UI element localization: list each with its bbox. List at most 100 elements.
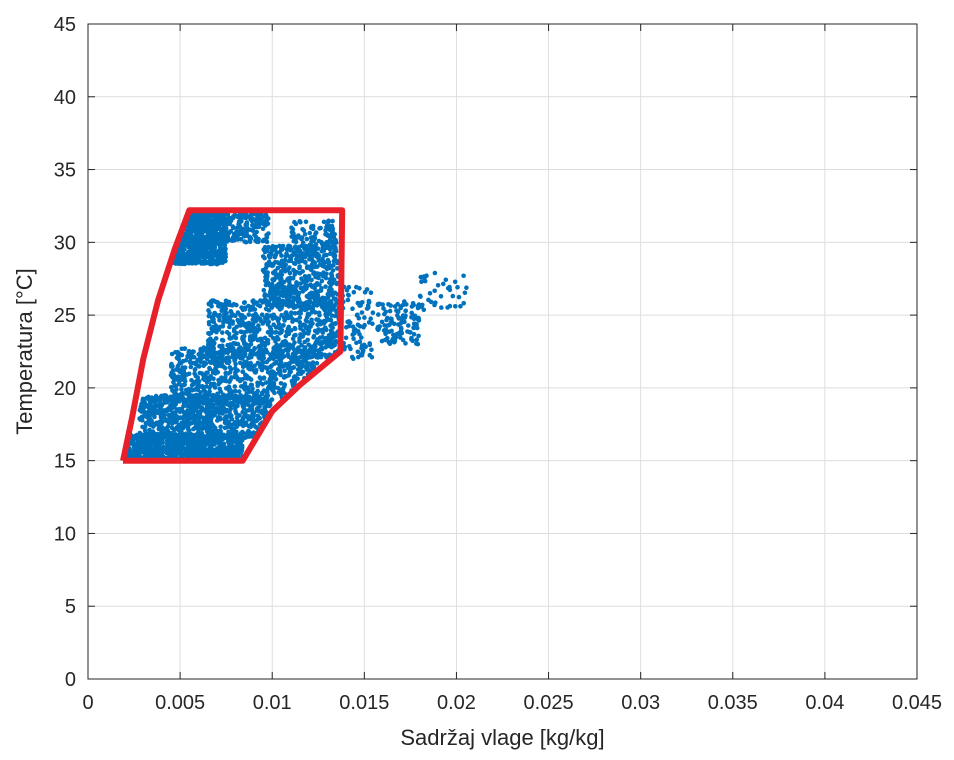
scatter-point <box>354 340 359 346</box>
scatter-point <box>144 402 149 408</box>
scatter-point <box>401 302 406 308</box>
scatter-point <box>292 325 298 331</box>
scatter-point <box>195 431 200 437</box>
scatter-point <box>224 316 230 321</box>
scatter-point <box>318 321 323 327</box>
scatter-point <box>226 331 232 337</box>
scatter-point <box>173 384 179 389</box>
scatter-point <box>270 262 276 268</box>
scatter-point <box>295 293 301 299</box>
scatter-point <box>222 393 228 399</box>
scatter-point <box>243 363 249 368</box>
scatter-point <box>171 400 177 405</box>
scatter-point <box>220 343 225 349</box>
scatter-point <box>254 418 259 424</box>
scatter-point <box>236 389 242 394</box>
scatter-point <box>278 381 284 386</box>
scatter-point <box>271 349 276 355</box>
scatter-point <box>357 286 362 291</box>
scatter-point <box>311 303 316 309</box>
scatter-point <box>163 394 168 400</box>
scatter-point <box>344 325 349 330</box>
scatter-point <box>303 325 309 330</box>
scatter-point <box>209 344 214 349</box>
y-tick-label: 40 <box>54 87 76 109</box>
scatter-point <box>189 261 195 266</box>
scatter-point <box>249 434 254 439</box>
scatter-point <box>280 265 286 270</box>
scatter-point <box>173 367 179 372</box>
scatter-point <box>262 293 267 299</box>
scatter-point <box>217 220 222 226</box>
scatter-point <box>234 445 239 451</box>
scatter-point <box>200 241 206 246</box>
scatter-point <box>291 365 297 370</box>
scatter-point <box>324 265 330 271</box>
scatter-point <box>212 449 217 454</box>
scatter-point <box>240 416 246 422</box>
scatter-point <box>227 379 232 385</box>
scatter-point <box>273 246 278 252</box>
scatter-point <box>205 421 210 427</box>
scatter-point <box>220 330 225 335</box>
scatter-point <box>274 330 279 335</box>
scatter-point <box>240 429 245 435</box>
scatter-point <box>183 357 189 363</box>
scatter-point <box>178 253 184 258</box>
scatter-point <box>385 335 390 341</box>
scatter-point <box>188 415 193 421</box>
scatter-point <box>218 429 223 434</box>
scatter-point <box>206 301 212 307</box>
scatter-point <box>241 349 247 354</box>
scatter-point <box>330 218 335 224</box>
scatter-point <box>183 400 188 405</box>
scatter-point <box>193 425 198 430</box>
scatter-point <box>192 439 197 445</box>
scatter-point <box>313 246 318 251</box>
scatter-point <box>323 275 329 281</box>
scatter-point <box>225 434 231 439</box>
scatter-point <box>314 317 319 322</box>
y-tick-label: 5 <box>65 596 76 618</box>
scatter-point <box>233 409 238 414</box>
scatter-point <box>331 334 337 340</box>
scatter-point <box>228 366 234 372</box>
scatter-point <box>234 396 239 401</box>
scatter-point <box>185 424 191 430</box>
scatter-point <box>218 424 223 430</box>
scatter-point <box>245 432 251 438</box>
scatter-point <box>255 315 261 321</box>
x-tick-label: 0.005 <box>155 692 205 714</box>
scatter-point <box>222 312 227 317</box>
scatter-point <box>182 446 187 452</box>
scatter-point <box>300 227 305 232</box>
scatter-point <box>268 251 273 257</box>
y-tick-label: 15 <box>54 451 76 473</box>
scatter-point <box>273 315 279 321</box>
scatter-point <box>282 368 287 374</box>
scatter-point <box>314 274 320 280</box>
scatter-point <box>204 370 209 376</box>
scatter-point <box>367 341 373 346</box>
scatter-point <box>362 315 367 320</box>
scatter-point <box>230 215 236 221</box>
scatter-point <box>210 452 215 458</box>
scatter-point <box>184 388 190 394</box>
scatter-point <box>136 450 141 455</box>
scatter-point <box>333 321 339 326</box>
scatter-point <box>145 441 151 446</box>
scatter-point <box>238 352 243 358</box>
scatter-point <box>325 292 331 297</box>
scatter-point <box>331 258 337 264</box>
scatter-point <box>235 310 241 315</box>
scatter-point <box>230 355 236 360</box>
scatter-point <box>221 217 226 222</box>
scatter-point <box>277 326 282 331</box>
scatter-point <box>276 336 281 342</box>
scatter-point <box>226 346 231 352</box>
scatter-point <box>215 395 221 401</box>
scatter-point <box>263 380 269 385</box>
scatter-point <box>299 243 305 249</box>
scatter-point <box>224 425 230 430</box>
scatter-point <box>211 218 216 224</box>
